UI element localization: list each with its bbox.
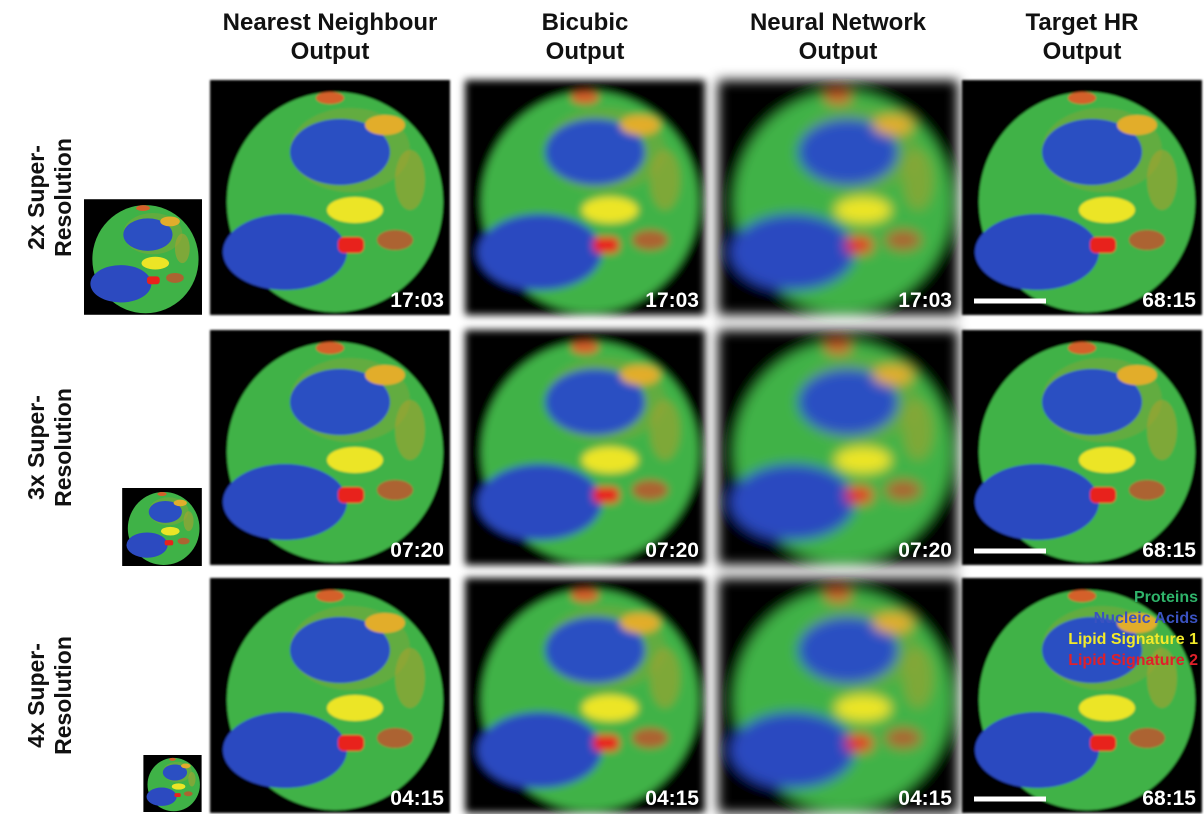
- output-image: [210, 330, 450, 565]
- output-image: [962, 80, 1202, 315]
- output-image: [465, 578, 705, 813]
- column-header: Output: [291, 38, 370, 65]
- time-label: 17:03: [390, 289, 444, 312]
- row-label: 2x Super-: [23, 145, 49, 250]
- legend-entry: Proteins: [1134, 589, 1198, 606]
- output-image: [465, 80, 705, 315]
- row-label: Resolution: [50, 636, 76, 755]
- input-image: [84, 199, 202, 315]
- output-image: [210, 80, 450, 315]
- column-header: Target HR: [1026, 9, 1139, 36]
- output-image: [718, 330, 958, 565]
- column-header: Nearest Neighbour: [223, 9, 438, 36]
- output-image: [962, 330, 1202, 565]
- column-header: Bicubic: [542, 9, 629, 36]
- time-label: 17:03: [645, 289, 699, 312]
- time-label: 07:20: [645, 539, 699, 562]
- row-label: Resolution: [50, 388, 76, 507]
- time-label: 04:15: [898, 787, 952, 810]
- legend-entry: Lipid Signature 2: [1068, 652, 1198, 669]
- output-image: [465, 330, 705, 565]
- column-header: Neural Network: [750, 9, 927, 36]
- content: Nearest NeighbourOutputBicubicOutputNeur…: [23, 9, 1202, 813]
- output-image: [210, 578, 450, 813]
- column-header: Output: [799, 38, 878, 65]
- input-image: [143, 755, 201, 812]
- output-image: [718, 80, 958, 315]
- time-label: 04:15: [390, 787, 444, 810]
- row-label: Resolution: [50, 138, 76, 257]
- row-label: 4x Super-: [23, 643, 49, 748]
- column-header: Output: [1043, 38, 1122, 65]
- time-label: 68:15: [1142, 289, 1196, 312]
- legend-entry: Nucleic Acids: [1094, 610, 1198, 627]
- time-label: 07:20: [390, 539, 444, 562]
- row-label: 3x Super-: [23, 395, 49, 500]
- column-header: Output: [546, 38, 625, 65]
- time-label: 04:15: [645, 787, 699, 810]
- time-label: 17:03: [898, 289, 952, 312]
- time-label: 68:15: [1142, 787, 1196, 810]
- legend-entry: Lipid Signature 1: [1068, 631, 1198, 648]
- output-image: [718, 578, 958, 813]
- input-image: [122, 488, 202, 566]
- figure: Nearest NeighbourOutputBicubicOutputNeur…: [0, 0, 1204, 814]
- time-label: 68:15: [1142, 539, 1196, 562]
- time-label: 07:20: [898, 539, 952, 562]
